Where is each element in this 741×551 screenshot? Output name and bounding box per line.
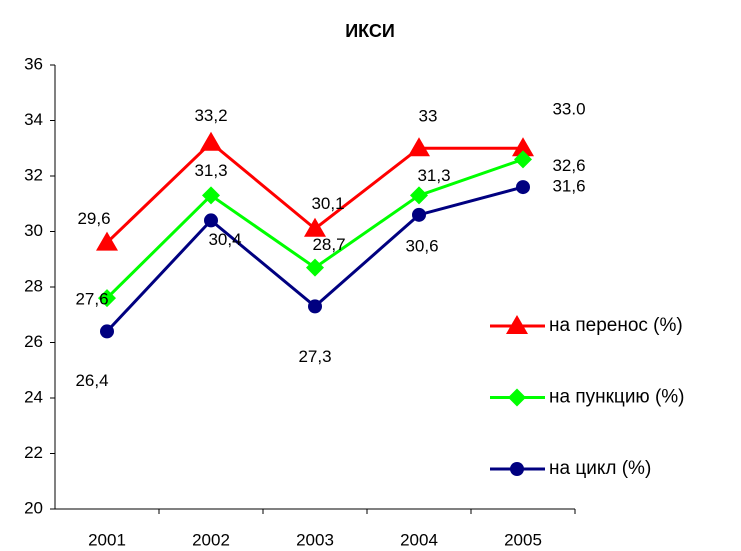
y-tick-label: 34	[24, 110, 43, 129]
legend-label: на пункцию (%)	[549, 387, 685, 408]
y-tick-label: 28	[24, 276, 43, 295]
marker	[508, 388, 526, 407]
y-tick-label: 24	[24, 387, 43, 406]
marker	[512, 137, 534, 157]
marker	[506, 315, 528, 334]
y-tick-label: 22	[24, 443, 43, 462]
y-tick-label: 36	[24, 54, 43, 73]
marker	[200, 131, 222, 151]
x-tick-label: 2003	[296, 530, 334, 549]
x-tick-label: 2004	[400, 530, 438, 549]
marker	[516, 180, 530, 195]
data-label: 29,6	[77, 209, 110, 228]
chart-title: ИКСИ	[345, 21, 395, 41]
data-label: 28,7	[312, 235, 345, 254]
x-tick-label: 2005	[504, 530, 542, 549]
marker	[410, 186, 428, 205]
data-label: 33	[419, 107, 438, 126]
marker	[204, 213, 218, 228]
data-label: 27,3	[298, 347, 331, 366]
marker	[408, 137, 430, 157]
x-tick-label: 2002	[192, 530, 230, 549]
data-label: 31,3	[417, 166, 450, 185]
y-tick-label: 30	[24, 221, 43, 240]
data-label: 30,4	[208, 230, 241, 249]
data-label: 32,6	[552, 156, 585, 175]
data-label: 31,3	[194, 161, 227, 180]
data-label: 33,2	[194, 106, 227, 125]
marker	[308, 299, 322, 314]
x-tick-label: 2001	[88, 530, 126, 549]
marker	[98, 289, 116, 308]
marker	[96, 231, 118, 251]
marker	[100, 324, 114, 339]
data-label: 31,6	[552, 177, 585, 196]
data-label: 30,1	[311, 194, 344, 213]
y-tick-label: 32	[24, 165, 43, 184]
legend-label: на перенос (%)	[549, 315, 683, 336]
data-label: 33.0	[552, 100, 585, 119]
marker	[304, 217, 326, 237]
marker	[202, 186, 220, 205]
data-label: 27,6	[75, 290, 108, 309]
y-tick-label: 26	[24, 332, 43, 351]
marker	[514, 150, 532, 169]
data-label: 26,4	[75, 371, 108, 390]
legend-label: на цикл (%)	[549, 458, 651, 479]
marker	[306, 258, 324, 277]
marker	[412, 207, 426, 222]
marker	[510, 462, 524, 476]
y-tick-label: 20	[24, 498, 43, 517]
data-label: 30,6	[405, 236, 438, 255]
